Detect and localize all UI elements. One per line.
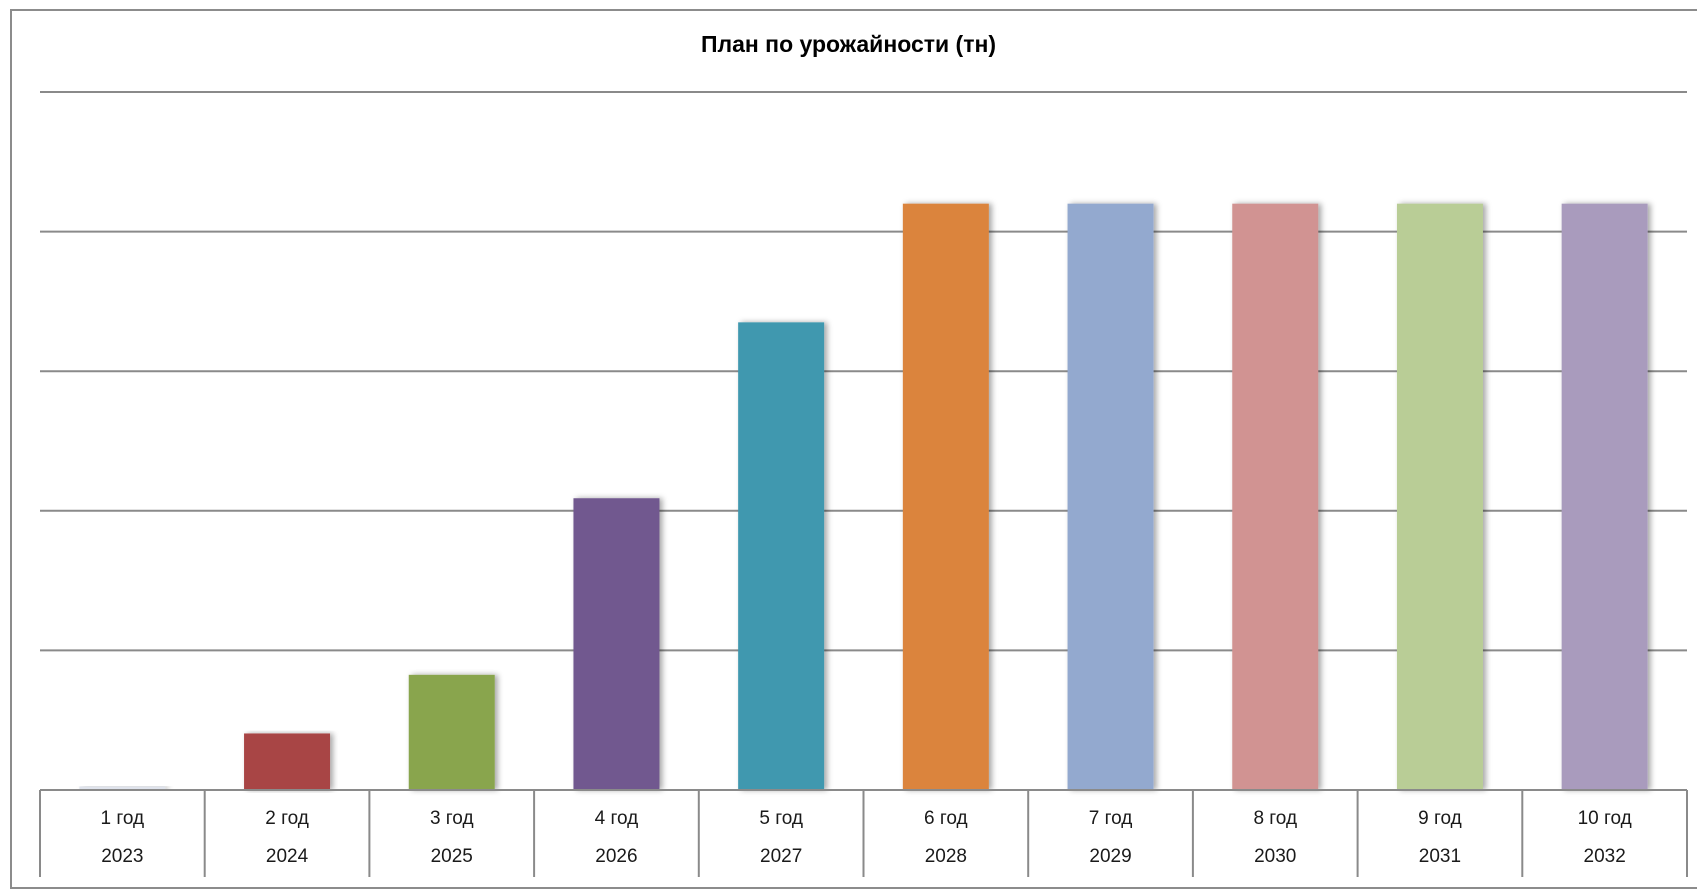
category-label: 2 год — [265, 808, 309, 829]
bar-3 — [408, 674, 495, 790]
chart-title: План по урожайности (тн) — [700, 31, 997, 57]
year-label: 2032 — [1584, 846, 1626, 867]
bar-8 — [1232, 203, 1319, 790]
category-label: 5 год — [759, 808, 803, 829]
bar-5 — [738, 322, 825, 790]
year-label: 2028 — [925, 846, 967, 867]
year-label: 2029 — [1089, 846, 1131, 867]
bar-10 — [1561, 203, 1648, 790]
bars — [79, 203, 1648, 790]
year-label: 2027 — [760, 846, 802, 867]
category-label: 6 год — [924, 808, 968, 829]
category-label: 9 год — [1418, 808, 1462, 829]
year-label: 2031 — [1419, 846, 1461, 867]
year-label: 2024 — [266, 846, 309, 867]
year-label: 2030 — [1254, 846, 1296, 867]
category-axis: 1 год 2023 2 год 2024 3 год 2025 4 год 2026 5 го… — [39, 789, 1688, 877]
category-label: 7 год — [1089, 808, 1133, 829]
bar-7 — [1067, 203, 1154, 790]
year-label: 2023 — [101, 846, 143, 867]
category-label: 10 год — [1578, 808, 1632, 829]
bar-6 — [902, 203, 989, 790]
bar-1 — [79, 786, 166, 790]
category-label: 1 год — [101, 808, 145, 829]
category-label: 3 год — [430, 808, 474, 829]
bar-4 — [573, 498, 660, 790]
year-label: 2025 — [431, 846, 473, 867]
bar-9 — [1396, 203, 1483, 790]
year-label: 2026 — [595, 846, 637, 867]
category-label: 8 год — [1253, 808, 1297, 829]
category-label: 4 год — [595, 808, 639, 829]
bar-2 — [244, 733, 331, 790]
